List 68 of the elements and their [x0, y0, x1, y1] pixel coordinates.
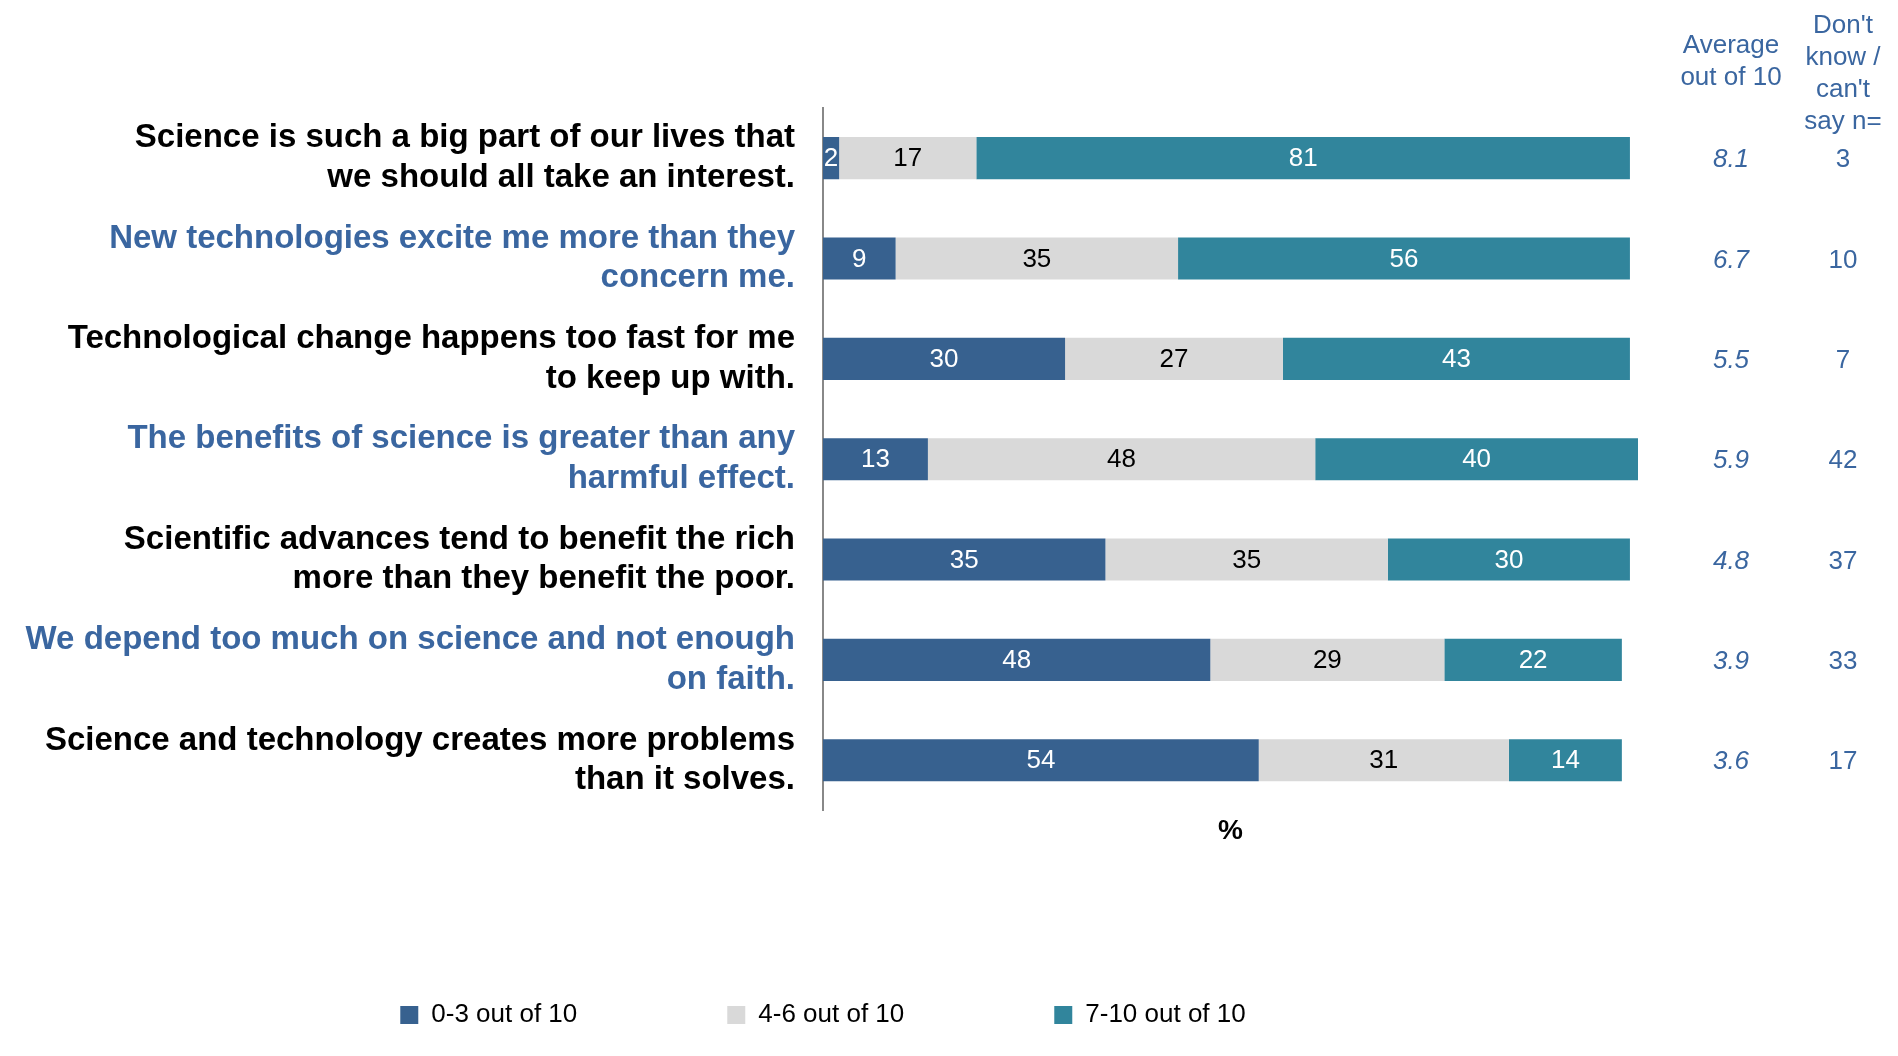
data-label: 35 — [949, 543, 979, 574]
y-tick-label: Science is such a big part of our lives that we should all take an interest. — [134, 117, 795, 195]
text: 3.6 — [1711, 744, 1751, 777]
data-label: 40 — [1462, 443, 1492, 474]
data-label: 13 — [860, 443, 890, 474]
bar — [823, 538, 1106, 581]
data-label: 31 — [1369, 744, 1399, 775]
data-label: 29 — [1312, 644, 1342, 675]
text: 5.9 — [1711, 443, 1751, 476]
y-tick-label: Technological change happens too fast for me to keep up with. — [67, 318, 795, 395]
bar — [1508, 739, 1622, 782]
data-label: 56 — [1389, 242, 1419, 273]
bar — [1444, 638, 1622, 681]
text: Average out of 10 — [1679, 28, 1783, 92]
bar — [823, 337, 1066, 380]
y-tick-label: Scientific advances tend to benefit the rich more than they benefit the poor. — [123, 518, 795, 596]
data-label: 54 — [1026, 744, 1056, 775]
data-label: 43 — [1441, 343, 1471, 374]
data-label: 22 — [1518, 644, 1548, 675]
x-axis-title: % — [1218, 813, 1244, 845]
legend-label: 7-10 out of 10 — [1085, 998, 1246, 1029]
data-label: 9 — [852, 242, 867, 273]
text: 42 — [1827, 443, 1859, 476]
data-label: 48 — [1002, 644, 1032, 675]
bar — [823, 638, 1211, 681]
text: 5.5 — [1711, 342, 1751, 375]
bar — [1258, 739, 1509, 782]
data-label: 35 — [1232, 543, 1262, 574]
y-tick-label: New technologies excite me more than they concern me. — [109, 217, 796, 295]
data-label: 30 — [1494, 543, 1524, 574]
bar — [1210, 638, 1445, 681]
text: 33 — [1827, 643, 1859, 676]
bar — [1387, 538, 1630, 581]
bar — [823, 739, 1259, 782]
bar — [823, 237, 896, 280]
bar — [823, 438, 928, 481]
text: 7 — [1834, 342, 1852, 375]
bar — [895, 237, 1179, 280]
bar — [1178, 237, 1630, 280]
text: 37 — [1827, 543, 1859, 576]
data-label: 30 — [929, 343, 959, 374]
legend-label: 4-6 out of 10 — [758, 998, 905, 1029]
bar — [927, 438, 1316, 481]
legend-label: 0-3 out of 10 — [431, 998, 578, 1029]
text: 6.7 — [1711, 242, 1751, 275]
bar — [1105, 538, 1388, 581]
bar — [1065, 337, 1283, 380]
y-tick-label: Science and technology creates more problems than it solves. — [44, 719, 795, 797]
data-label: 48 — [1107, 443, 1137, 474]
data-label: 35 — [1022, 242, 1052, 273]
text: 17 — [1827, 744, 1859, 777]
data-label: 81 — [1288, 142, 1318, 173]
text: 3.9 — [1711, 643, 1751, 676]
text: 3 — [1834, 142, 1852, 175]
text: 4.8 — [1711, 543, 1751, 576]
bar — [1282, 337, 1630, 380]
bar — [839, 137, 977, 180]
data-label: 27 — [1159, 343, 1189, 374]
text: 10 — [1827, 242, 1859, 275]
text: Don't know / can't say n= — [1803, 8, 1883, 136]
text: 8.1 — [1711, 142, 1751, 175]
data-label: 14 — [1550, 744, 1580, 775]
bar — [976, 137, 1630, 180]
y-tick-label: The benefits of science is greater than any harmful effect. — [127, 418, 796, 496]
y-tick-label: We depend too much on science and not enough on faith. — [25, 619, 795, 696]
data-label: 2 — [823, 142, 839, 173]
bar — [1315, 438, 1638, 481]
data-label: 17 — [893, 142, 923, 173]
